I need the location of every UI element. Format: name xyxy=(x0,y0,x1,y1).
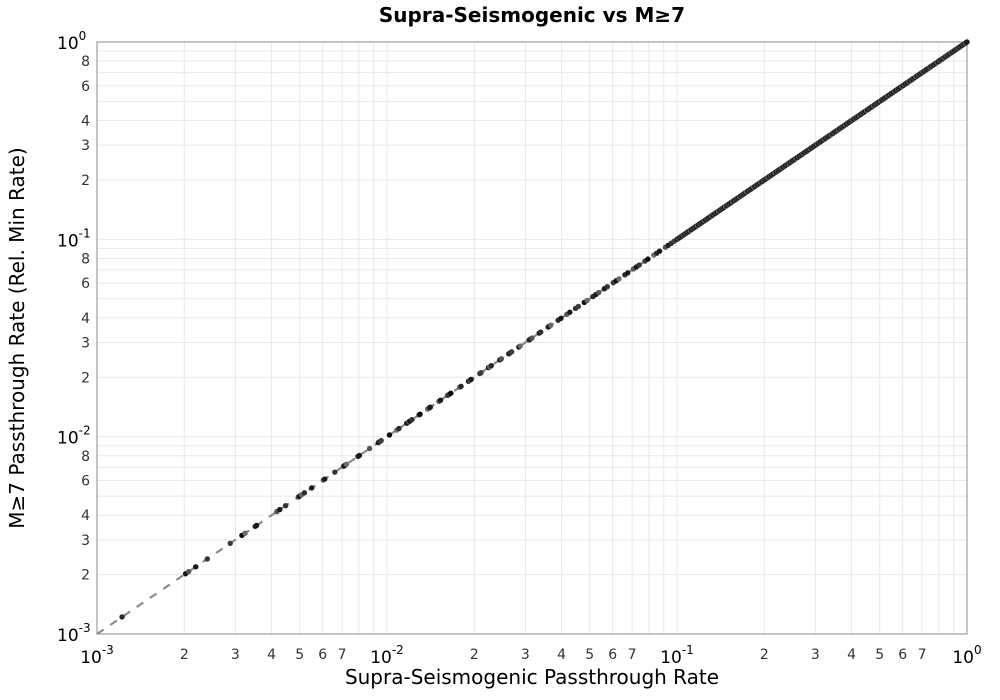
x-tick-label: 3 xyxy=(521,647,530,663)
data-point xyxy=(538,329,544,335)
y-tick-label: 2 xyxy=(81,173,90,189)
data-point xyxy=(468,376,474,383)
y-tick-label: 4 xyxy=(81,311,90,327)
y-tick-label: 4 xyxy=(81,114,90,130)
data-point xyxy=(964,39,970,45)
scatter-points xyxy=(119,39,970,620)
x-tick-label: 3 xyxy=(811,647,820,663)
data-point xyxy=(204,556,210,562)
y-tick-label: 10-1 xyxy=(57,226,91,251)
gridlines xyxy=(96,41,968,635)
data-point xyxy=(488,362,495,369)
data-point xyxy=(458,383,464,389)
y-tick-label: 6 xyxy=(81,473,90,489)
x-tick-label: 7 xyxy=(338,647,347,663)
x-tick-label: 6 xyxy=(608,647,617,663)
y-tick-label: 6 xyxy=(81,79,90,95)
data-point xyxy=(508,349,515,355)
data-point xyxy=(277,506,283,513)
data-point xyxy=(119,614,125,620)
data-point xyxy=(386,432,393,438)
y-tick-label: 8 xyxy=(81,54,90,70)
data-point xyxy=(309,485,315,491)
data-point xyxy=(584,297,590,304)
data-point xyxy=(356,452,363,459)
y-tick-label: 2 xyxy=(81,568,90,584)
data-point xyxy=(604,284,611,290)
x-tick-label: 5 xyxy=(585,647,594,663)
y-tick-label: 3 xyxy=(81,533,90,549)
x-tick-label: 2 xyxy=(760,647,769,663)
data-point xyxy=(322,476,328,482)
data-point xyxy=(332,469,338,475)
data-point xyxy=(301,490,308,496)
data-point xyxy=(575,303,582,310)
x-tick-label: 4 xyxy=(847,647,856,663)
x-tick-label: 5 xyxy=(295,647,304,663)
y-axis-label: M≥7 Passthrough Rate (Rel. Min Rate) xyxy=(5,147,29,529)
x-tick-label: 3 xyxy=(231,647,240,663)
x-tick-label: 2 xyxy=(180,647,189,663)
data-point xyxy=(558,315,564,321)
y-tick-label: 4 xyxy=(81,508,90,524)
y-tick-label: 10-2 xyxy=(57,424,91,449)
data-point xyxy=(567,309,573,315)
y-tick-label: 100 xyxy=(57,29,86,54)
y-tick-label: 3 xyxy=(81,138,90,154)
data-point xyxy=(624,270,631,276)
data-point xyxy=(396,425,402,432)
x-tick-label: 4 xyxy=(267,647,276,663)
y-tick-labels: 10-3 10-2 10-1 100 2 3 4 6 8 2 3 4 6 8 2 3 4 6 8 xyxy=(57,29,91,646)
data-point xyxy=(529,335,535,341)
data-point xyxy=(378,437,384,444)
data-point xyxy=(409,416,415,423)
x-tick-label: 2 xyxy=(470,647,479,663)
data-point xyxy=(517,343,523,349)
y-tick-label: 8 xyxy=(81,449,90,465)
data-point xyxy=(645,256,651,262)
y-tick-label: 2 xyxy=(81,370,90,386)
y-tick-label: 3 xyxy=(81,336,90,352)
data-point xyxy=(282,502,289,509)
data-point xyxy=(478,369,484,376)
data-point xyxy=(498,356,505,362)
plot-border xyxy=(96,41,968,635)
chart-title: Supra-Seismogenic vs M≥7 xyxy=(378,3,686,27)
data-point xyxy=(242,530,248,536)
data-point xyxy=(185,568,192,575)
data-point xyxy=(427,404,433,410)
data-point xyxy=(616,276,622,282)
data-point xyxy=(656,248,663,254)
data-point xyxy=(417,411,423,417)
y-tick-label: 10-3 xyxy=(57,621,91,646)
x-tick-label: 7 xyxy=(918,647,927,663)
x-tick-label: 4 xyxy=(557,647,566,663)
data-point xyxy=(227,540,233,547)
y-tick-label: 8 xyxy=(81,251,90,267)
data-point xyxy=(366,445,373,452)
data-point xyxy=(437,397,444,403)
y-tick-label: 6 xyxy=(81,276,90,292)
x-tick-label: 5 xyxy=(875,647,884,663)
x-tick-label: 6 xyxy=(318,647,327,663)
data-point xyxy=(636,262,642,268)
x-tick-label: 6 xyxy=(898,647,907,663)
data-point xyxy=(595,289,602,296)
x-axis-label: Supra-Seismogenic Passthrough Rate xyxy=(344,665,720,689)
data-point xyxy=(253,522,260,529)
data-point xyxy=(343,461,350,468)
x-tick-label: 7 xyxy=(628,647,637,663)
data-point xyxy=(193,564,199,570)
data-point xyxy=(448,390,454,396)
data-point xyxy=(548,322,554,328)
